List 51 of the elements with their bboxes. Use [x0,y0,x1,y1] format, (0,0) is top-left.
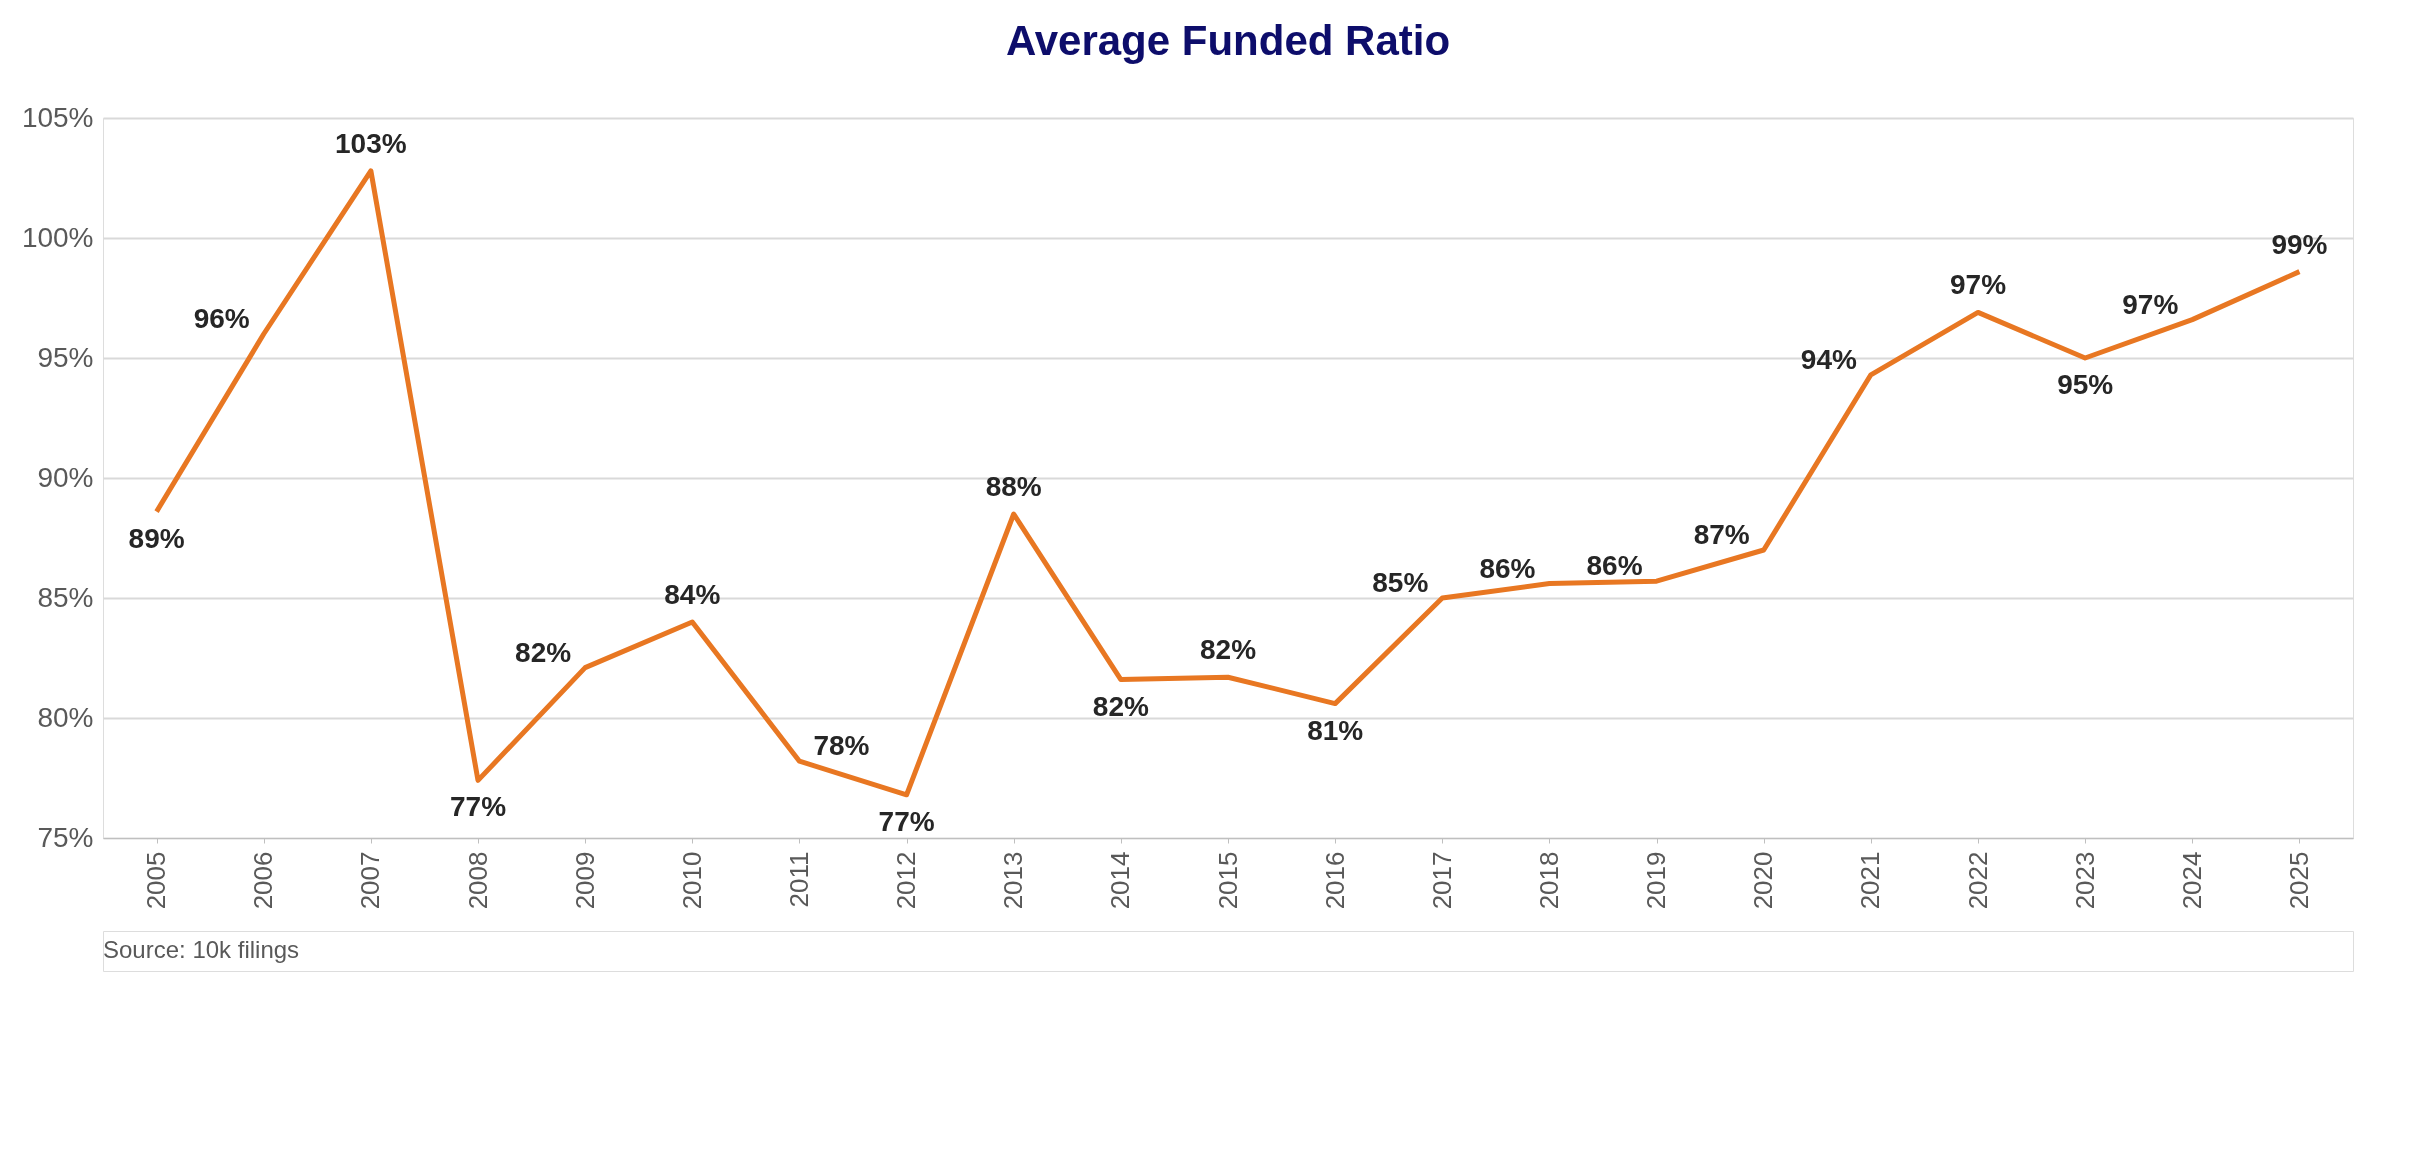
data-label: 96% [193,303,250,334]
data-label: 88% [985,471,1042,502]
y-tick-label: 90% [37,461,94,493]
x-tick-label: 2007 [355,851,386,910]
x-tick-label: 2020 [1748,851,1779,910]
data-label: 89% [128,522,185,554]
x-tick-label: 2024 [2176,851,2207,910]
data-label: 84% [664,579,721,610]
data-label: 103% [335,127,407,159]
y-tick-label: 95% [37,341,94,373]
data-label: 87% [1693,519,1750,550]
chart-title: Average Funded Ratio [1005,17,1451,64]
data-label: 81% [1307,714,1364,746]
data-label: 86% [1479,552,1536,584]
x-tick-label: 2021 [1855,851,1886,910]
x-tick-label: 2016 [1319,851,1350,910]
x-tick-label: 2010 [676,851,707,910]
data-label: 86% [1586,550,1643,582]
x-tick-label: 2009 [569,851,600,910]
x-tick-label: 2012 [891,851,922,910]
data-label: 82% [1199,634,1257,666]
x-tick-label: 2017 [1426,851,1457,910]
data-label: 97% [1949,269,2007,301]
x-tick-label: 2019 [1641,851,1672,910]
x-tick-label: 2005 [141,851,172,910]
data-label: 82% [515,636,572,668]
x-tick-label: 2014 [1105,851,1136,910]
source-note: Source: 10k filings [103,936,300,963]
data-label: 95% [2057,369,2114,400]
x-tick-label: 2022 [1962,851,1993,910]
data-label: 77% [878,805,935,837]
x-tick-label: 2023 [2069,851,2100,910]
data-label: 77% [449,791,507,823]
y-tick-label: 75% [37,821,94,853]
data-label: 99% [2271,228,2328,260]
data-label: 97% [2122,288,2179,320]
x-tick-label: 2008 [462,851,493,910]
y-tick-label: 80% [37,701,94,733]
data-label: 94% [1800,343,1857,375]
data-label: 82% [1092,690,1149,722]
y-tick-label: 100% [21,221,94,253]
x-tick-label: 2018 [1533,851,1564,910]
x-tick-label: 2025 [2283,851,2314,910]
data-label: 85% [1372,567,1429,598]
x-tick-label: 2015 [1212,851,1243,910]
x-tick-label: 2006 [248,851,279,910]
y-tick-label: 105% [21,101,94,133]
y-tick-label: 85% [37,581,94,613]
x-tick-label: 2013 [998,851,1029,910]
data-label: 78% [813,730,870,762]
x-tick-label: 2011 [783,851,814,908]
